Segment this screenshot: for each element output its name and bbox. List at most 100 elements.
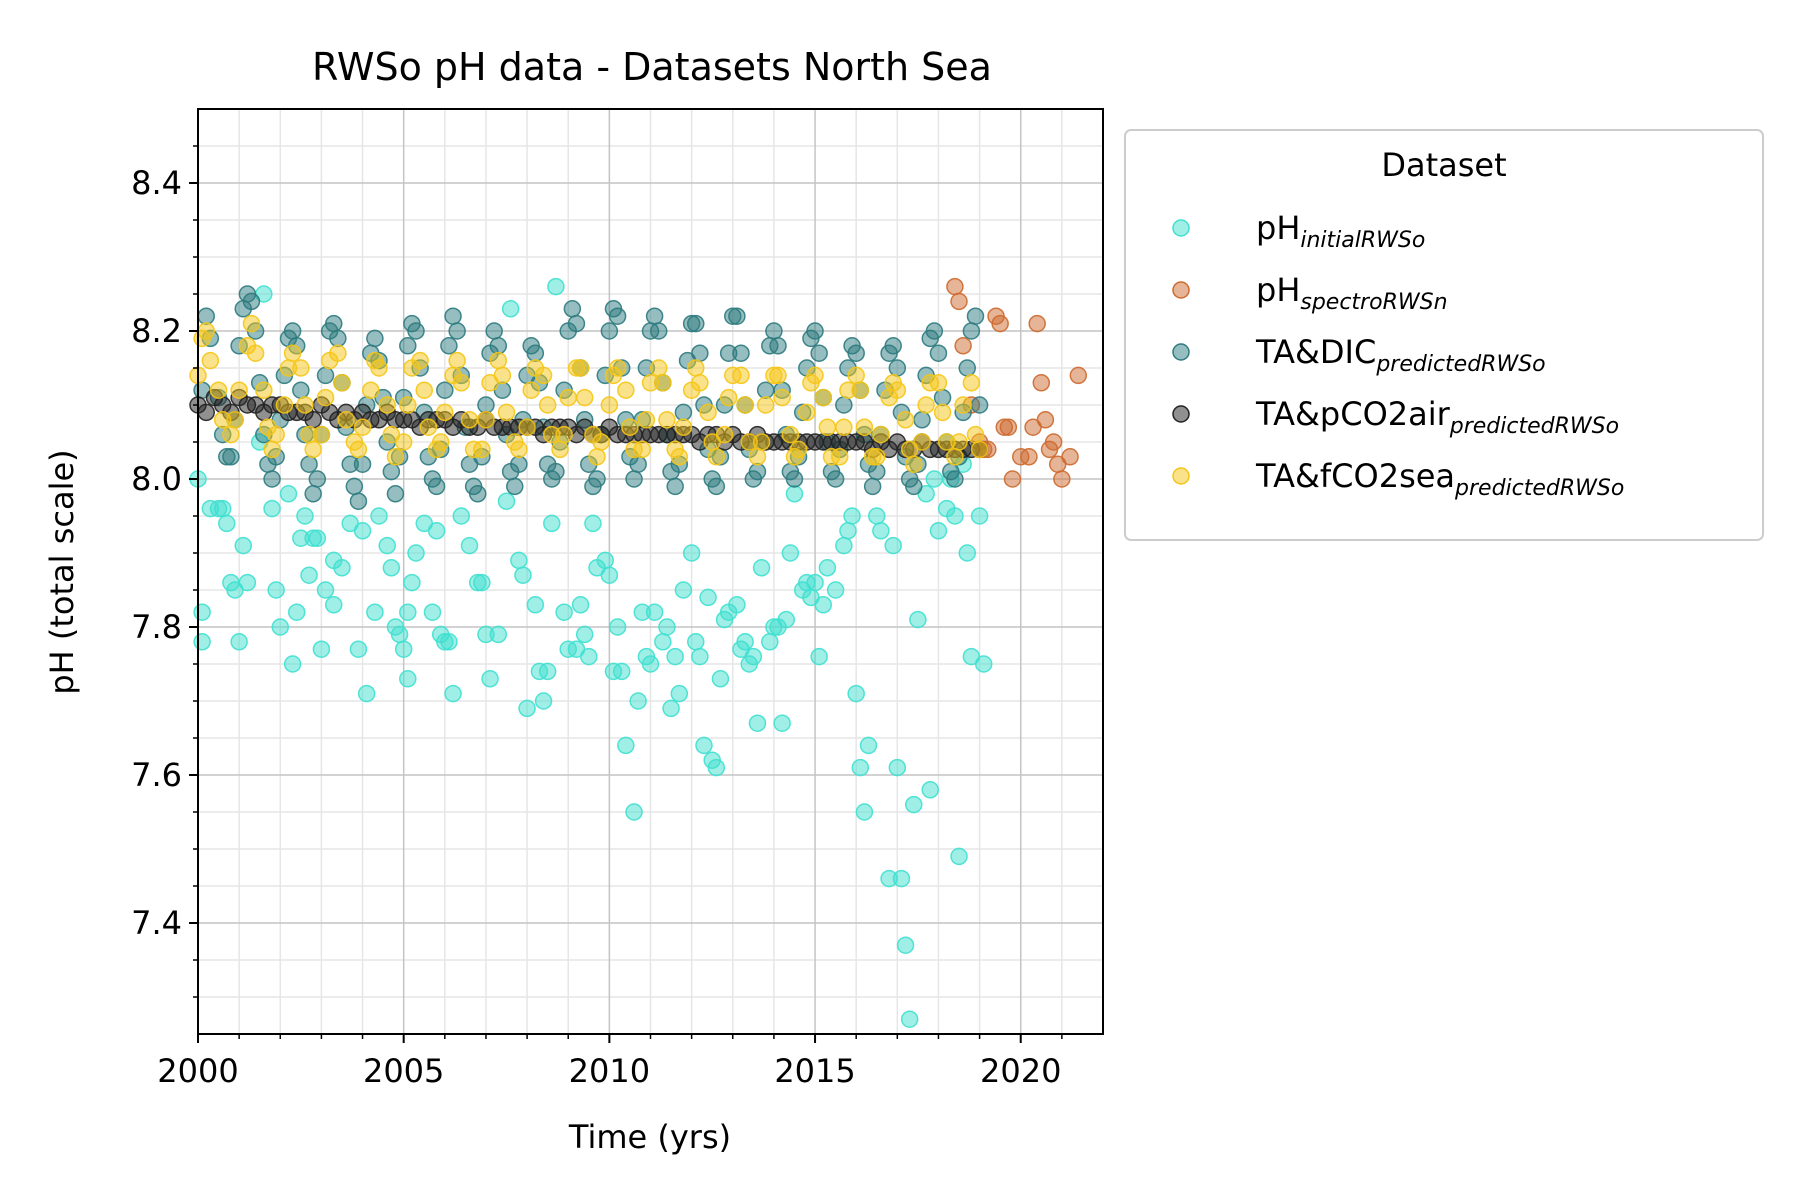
data-point [1069, 366, 1088, 385]
data-point [267, 581, 285, 599]
data-point [781, 544, 800, 562]
data-point [970, 507, 989, 525]
data-point [452, 507, 471, 525]
legend: Dataset pHinitialRWSo pHspectroRWSn TA&DIC… [1124, 129, 1764, 541]
data-point [925, 322, 944, 340]
data-point [255, 381, 273, 399]
data-point [493, 366, 512, 385]
data-point [826, 470, 845, 488]
legend-entry: pHinitialRWSo [1172, 209, 1425, 253]
legend-entry: TA&pCO2airpredictedRWSo [1172, 395, 1619, 439]
data-point [847, 684, 865, 703]
data-point [617, 736, 635, 755]
data-point [806, 573, 824, 592]
data-point [933, 388, 952, 407]
data-point [588, 470, 606, 488]
data-point [353, 455, 372, 473]
data-point [567, 314, 586, 333]
data-point [810, 344, 828, 362]
data-point [974, 655, 993, 673]
data-point [777, 610, 795, 629]
data-point [621, 418, 639, 436]
data-point [913, 411, 931, 429]
legend-marker [1172, 219, 1190, 237]
data-point [654, 374, 672, 392]
data-point [209, 381, 228, 399]
data-point [958, 544, 976, 562]
x-tick-label: 2000 [157, 1052, 238, 1090]
data-point [279, 485, 298, 503]
y-tick-label: 8.4 [131, 164, 182, 202]
data-point [444, 307, 462, 325]
data-point [534, 692, 553, 710]
data-point [913, 433, 931, 451]
y-tick-label: 7.8 [131, 608, 182, 646]
data-point [575, 388, 594, 407]
data-point [312, 425, 331, 444]
data-point [970, 440, 989, 459]
data-point [386, 448, 405, 466]
data-point [353, 418, 372, 436]
data-points [189, 277, 1088, 1028]
data-point [818, 418, 837, 436]
data-point [600, 396, 619, 414]
data-point [736, 396, 754, 414]
data-point [386, 485, 405, 503]
data-point [707, 758, 726, 777]
data-point [839, 522, 857, 540]
data-point [847, 366, 865, 385]
legend-marker [1172, 467, 1190, 485]
data-point [357, 684, 376, 703]
data-point [390, 625, 409, 644]
data-point [905, 455, 923, 473]
data-point [946, 507, 964, 525]
data-point [892, 869, 911, 888]
data-point [818, 559, 837, 577]
data-point [460, 411, 479, 429]
data-point [814, 388, 833, 407]
data-point [732, 344, 750, 362]
data-point [654, 633, 672, 651]
data-point [905, 477, 923, 496]
data-point [728, 307, 746, 325]
data-point [851, 381, 870, 399]
data-point [197, 322, 215, 340]
data-point [711, 670, 730, 688]
data-point [830, 448, 849, 466]
data-point [962, 322, 981, 340]
data-point [316, 366, 335, 385]
data-point [835, 396, 853, 414]
data-point [353, 522, 372, 540]
data-point [896, 411, 915, 429]
legend-marker [1172, 281, 1190, 299]
data-point [868, 462, 886, 481]
data-point [950, 847, 968, 866]
data-point [407, 322, 425, 340]
data-point [452, 374, 471, 392]
data-point [300, 566, 318, 584]
data-point [662, 699, 680, 718]
data-point [370, 507, 388, 525]
data-point [1044, 433, 1063, 451]
data-point [933, 403, 952, 422]
data-point [954, 396, 972, 414]
data-point [707, 477, 726, 496]
data-point [473, 440, 491, 459]
data-point [925, 470, 944, 488]
data-point [518, 699, 536, 718]
data-point [868, 507, 886, 525]
legend-entries: pHinitialRWSo pHspectroRWSn TA&DICpredicte… [1172, 209, 1624, 501]
data-point [748, 714, 767, 732]
data-point [596, 551, 614, 570]
legend-label: TA&DICpredictedRWSo [1255, 333, 1546, 377]
data-point [888, 359, 907, 377]
data-point [950, 292, 968, 311]
data-point [522, 381, 540, 399]
data-point [781, 425, 800, 444]
data-point [946, 277, 964, 296]
data-point [242, 314, 261, 333]
data-point [547, 277, 565, 296]
data-point [625, 803, 643, 821]
data-point [399, 396, 417, 414]
data-point [843, 507, 861, 525]
